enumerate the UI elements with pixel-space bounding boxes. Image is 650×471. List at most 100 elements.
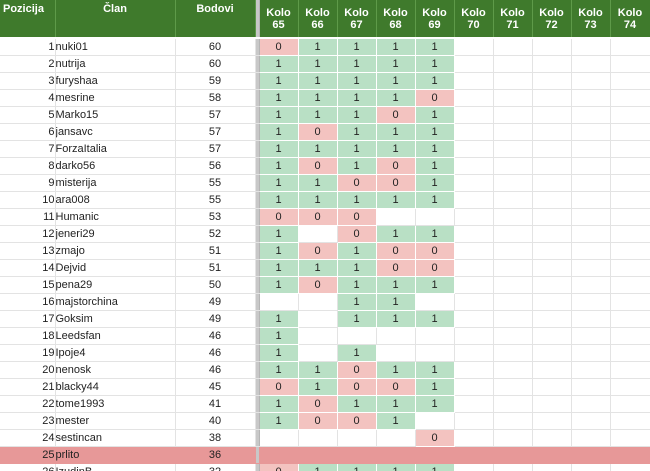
cell-round-71[interactable] xyxy=(493,208,533,226)
cell-round-65[interactable]: 1 xyxy=(258,191,299,209)
cell-round-70[interactable] xyxy=(454,208,494,226)
table-row[interactable]: 14 Dejvid 51 1 1 1 0 0 xyxy=(0,259,650,277)
cell-member[interactable]: jansavc xyxy=(55,123,176,141)
cell-round-74[interactable] xyxy=(610,174,650,192)
cell-member[interactable]: IzudinB xyxy=(55,463,176,471)
cell-round-73[interactable] xyxy=(571,344,611,362)
table-row[interactable]: 1 nuki01 60 0 1 1 1 1 xyxy=(0,37,650,56)
table-row[interactable]: 6 jansavc 57 1 0 1 1 1 xyxy=(0,123,650,141)
cell-round-69[interactable]: 0 xyxy=(414,429,455,447)
cell-round-74[interactable] xyxy=(610,72,650,90)
cell-round-72[interactable] xyxy=(532,395,572,413)
cell-round-68[interactable]: 1 xyxy=(375,395,416,413)
cell-round-70[interactable] xyxy=(454,293,494,311)
cell-round-67[interactable]: 1 xyxy=(336,89,377,107)
cell-round-72[interactable] xyxy=(532,208,572,226)
cell-position[interactable]: 23 xyxy=(0,412,56,430)
table-row[interactable]: 13 zmajo 51 1 0 1 0 0 xyxy=(0,242,650,260)
cell-round-71[interactable] xyxy=(493,106,533,124)
cell-round-65[interactable]: 1 xyxy=(258,395,299,413)
cell-points[interactable]: 57 xyxy=(175,123,256,141)
cell-points[interactable]: 46 xyxy=(175,361,256,379)
cell-round-73[interactable] xyxy=(571,327,611,345)
cell-position[interactable]: 6 xyxy=(0,123,56,141)
cell-round-74[interactable] xyxy=(610,157,650,175)
cell-round-70[interactable] xyxy=(454,259,494,277)
cell-round-72[interactable] xyxy=(532,157,572,175)
cell-round-73[interactable] xyxy=(571,89,611,107)
cell-points[interactable]: 51 xyxy=(175,242,256,260)
table-row[interactable]: 3 furyshaa 59 1 1 1 1 1 xyxy=(0,72,650,90)
cell-round-66[interactable] xyxy=(298,293,338,311)
cell-round-67[interactable] xyxy=(337,327,377,345)
cell-member[interactable]: furyshaa xyxy=(55,72,176,90)
cell-round-66[interactable]: 0 xyxy=(297,157,338,175)
cell-position[interactable]: 14 xyxy=(0,259,56,277)
header-points[interactable]: Bodovi xyxy=(175,0,256,39)
cell-points[interactable]: 59 xyxy=(175,72,256,90)
cell-round-74[interactable] xyxy=(610,191,650,209)
cell-points[interactable]: 56 xyxy=(175,157,256,175)
cell-round-71[interactable] xyxy=(493,157,533,175)
cell-round-69[interactable]: 1 xyxy=(414,276,455,294)
cell-round-70[interactable] xyxy=(454,463,494,471)
cell-round-68[interactable]: 1 xyxy=(375,463,416,471)
cell-points[interactable]: 40 xyxy=(175,412,256,430)
table-row[interactable]: 8 darko56 56 1 0 1 0 1 xyxy=(0,157,650,175)
cell-points[interactable]: 46 xyxy=(175,344,256,362)
cell-member[interactable]: prlito xyxy=(55,446,176,464)
cell-round-72[interactable] xyxy=(532,191,572,209)
cell-round-70[interactable] xyxy=(454,140,494,158)
cell-points[interactable]: 58 xyxy=(175,89,256,107)
cell-round-74[interactable] xyxy=(610,259,650,277)
cell-round-67[interactable]: 1 xyxy=(336,140,377,158)
cell-round-74[interactable] xyxy=(610,293,650,311)
cell-round-69[interactable] xyxy=(415,446,455,464)
cell-round-72[interactable] xyxy=(532,123,572,141)
cell-round-73[interactable] xyxy=(571,429,611,447)
cell-member[interactable]: mester xyxy=(55,412,176,430)
cell-round-72[interactable] xyxy=(532,276,572,294)
cell-round-74[interactable] xyxy=(610,276,650,294)
cell-round-69[interactable]: 1 xyxy=(414,157,455,175)
cell-round-65[interactable] xyxy=(259,293,299,311)
cell-round-67[interactable]: 1 xyxy=(336,55,377,73)
cell-round-70[interactable] xyxy=(454,276,494,294)
cell-round-71[interactable] xyxy=(493,412,533,430)
cell-round-70[interactable] xyxy=(454,225,494,243)
header-round-69[interactable]: Kolo 69 xyxy=(415,0,455,39)
cell-points[interactable]: 60 xyxy=(175,38,256,56)
cell-round-71[interactable] xyxy=(493,293,533,311)
cell-round-68[interactable]: 1 xyxy=(375,310,416,328)
cell-round-65[interactable]: 1 xyxy=(258,157,299,175)
cell-position[interactable]: 25 xyxy=(0,446,56,464)
cell-round-74[interactable] xyxy=(610,327,650,345)
cell-position[interactable]: 9 xyxy=(0,174,56,192)
table-row[interactable]: 23 mester 40 1 0 0 1 xyxy=(0,412,650,430)
cell-round-71[interactable] xyxy=(493,395,533,413)
cell-member[interactable]: sestincan xyxy=(55,429,176,447)
cell-round-73[interactable] xyxy=(571,72,611,90)
cell-position[interactable]: 17 xyxy=(0,310,56,328)
cell-round-73[interactable] xyxy=(571,259,611,277)
cell-points[interactable]: 45 xyxy=(175,378,256,396)
cell-round-68[interactable]: 1 xyxy=(375,37,416,56)
cell-position[interactable]: 18 xyxy=(0,327,56,345)
cell-round-67[interactable]: 1 xyxy=(336,344,377,362)
cell-round-74[interactable] xyxy=(610,361,650,379)
cell-round-67[interactable] xyxy=(337,446,377,464)
cell-round-73[interactable] xyxy=(571,38,611,56)
cell-round-73[interactable] xyxy=(571,157,611,175)
cell-round-68[interactable]: 1 xyxy=(375,191,416,209)
cell-round-73[interactable] xyxy=(571,276,611,294)
cell-round-73[interactable] xyxy=(571,174,611,192)
cell-member[interactable]: ForzaItalia xyxy=(55,140,176,158)
cell-round-70[interactable] xyxy=(454,242,494,260)
cell-position[interactable]: 13 xyxy=(0,242,56,260)
cell-round-72[interactable] xyxy=(532,361,572,379)
cell-position[interactable]: 20 xyxy=(0,361,56,379)
cell-round-67[interactable]: 1 xyxy=(336,106,377,124)
cell-round-67[interactable]: 1 xyxy=(336,123,377,141)
cell-position[interactable]: 5 xyxy=(0,106,56,124)
cell-round-67[interactable]: 1 xyxy=(336,276,377,294)
